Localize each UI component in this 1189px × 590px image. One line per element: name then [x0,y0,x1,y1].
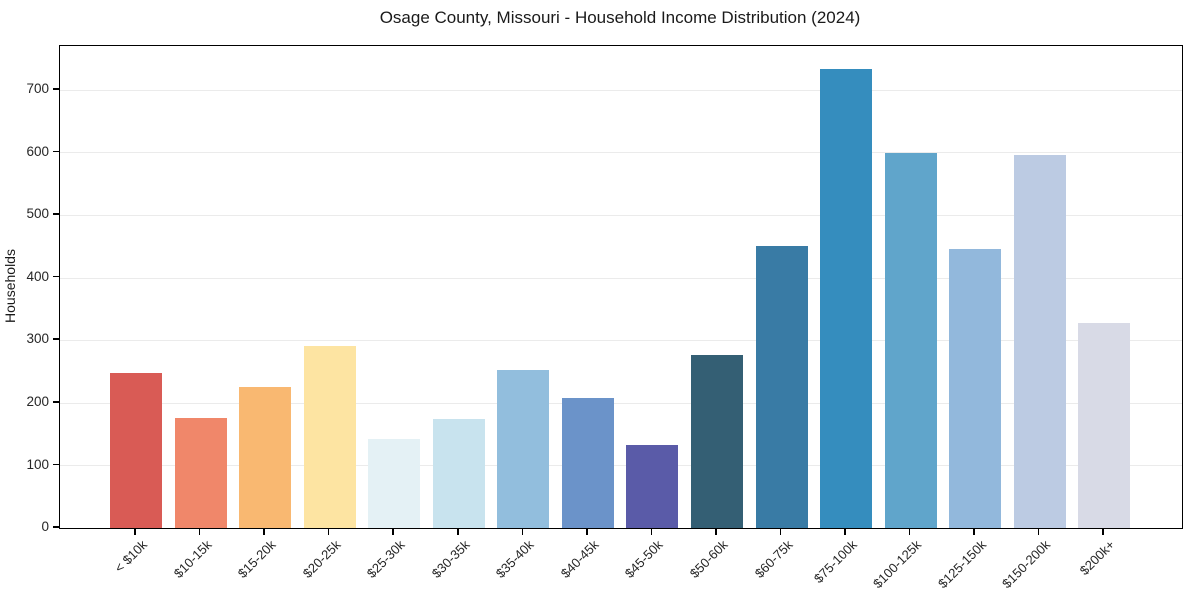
bar-$45-50k [626,444,679,528]
x-tick-label-$200k+: $200k+ [1076,537,1118,579]
y-tick-label-0: 0 [41,519,49,535]
bar-$150-200k [1013,154,1066,528]
x-tick-mark-$40-45k [586,528,588,535]
x-tick-label-$125-150k: $125-150k [934,537,989,590]
x-tick-label-$45-50k: $45-50k [622,537,666,581]
y-tick-label-200: 200 [26,394,49,410]
y-tick-mark-700 [53,88,59,90]
gridline-y-700 [60,89,1182,91]
x-tick-mark-$25-30k [392,528,394,535]
plot-area [59,45,1183,529]
x-tick-label-$10-15k: $10-15k [170,537,215,581]
bar-$35-40k [497,369,550,528]
bar-$20-25k [303,345,356,528]
gridline-y-100 [60,465,1182,467]
bar-$25-30k [368,438,421,528]
x-tick-mark-$35-40k [521,528,524,535]
bar-$60-75k [755,246,808,528]
x-tick-mark-$10-15k [198,528,201,535]
y-tick-label-100: 100 [26,456,49,472]
y-tick-label-300: 300 [26,331,49,347]
x-tick-mark-$45-50k [650,528,653,535]
bar-$75-100k [820,68,873,528]
x-tick-label-$100-125k: $100-125k [870,537,925,590]
x-tick-label-$75-100k: $75-100k [810,537,860,586]
x-tick-label-< $10k: < $10k [111,537,150,576]
bar-$125-150k [949,249,1002,528]
bar-$30-35k [432,419,485,528]
bar-$50-60k [690,354,743,528]
x-tick-mark-$50-60k [715,528,717,535]
x-tick-label-$40-45k: $40-45k [557,537,602,581]
y-tick-mark-100 [53,463,59,466]
x-tick-label-$35-40k: $35-40k [493,537,537,581]
bar-< $10k [110,372,162,528]
bar-$200k+ [1078,322,1131,528]
x-tick-mark-$60-75k [779,528,782,535]
x-tick-label-$15-20k: $15-20k [234,537,279,581]
y-tick-label-500: 500 [26,206,49,222]
x-tick-label-$60-75k: $60-75k [751,537,796,581]
y-tick-mark-0 [53,526,59,528]
gridline-y-600 [60,152,1182,154]
x-tick-mark-$30-35k [456,528,459,535]
x-tick-mark-$15-20k [263,528,265,535]
x-tick-label-$25-30k: $25-30k [363,537,408,581]
x-tick-label-$50-60k: $50-60k [686,537,731,581]
x-tick-label-$30-35k: $30-35k [428,537,473,581]
x-tick-mark-$125-150k [973,528,975,535]
x-tick-mark-$20-25k [327,528,330,535]
bar-$10-15k [174,417,227,528]
gridline-y-200 [60,402,1182,404]
x-tick-label-$20-25k: $20-25k [299,537,344,581]
x-tick-mark-$100-125k [908,528,911,535]
y-tick-label-600: 600 [26,143,49,159]
x-tick-mark-$75-100k [844,528,846,535]
x-tick-mark-$200k+ [1102,528,1105,535]
y-tick-label-700: 700 [26,81,49,97]
y-tick-mark-200 [53,401,59,403]
bar-$15-20k [239,386,292,528]
y-tick-mark-500 [53,213,59,215]
chart-title: Osage County, Missouri - Household Incom… [379,8,861,27]
gridline-y-300 [60,340,1182,342]
gridline-y-400 [60,277,1182,279]
y-tick-mark-400 [53,275,59,278]
bar-$100-125k [884,153,937,528]
gridline-y-500 [60,215,1182,216]
y-tick-label-400: 400 [26,268,49,284]
y-tick-mark-300 [53,338,59,340]
y-axis-label: Households [2,249,18,323]
bar-$40-45k [561,397,614,528]
x-tick-mark-$150-200k [1037,528,1040,535]
x-tick-mark-< $10k [134,528,136,535]
y-tick-mark-600 [53,150,59,153]
x-tick-label-$150-200k: $150-200k [999,537,1054,590]
